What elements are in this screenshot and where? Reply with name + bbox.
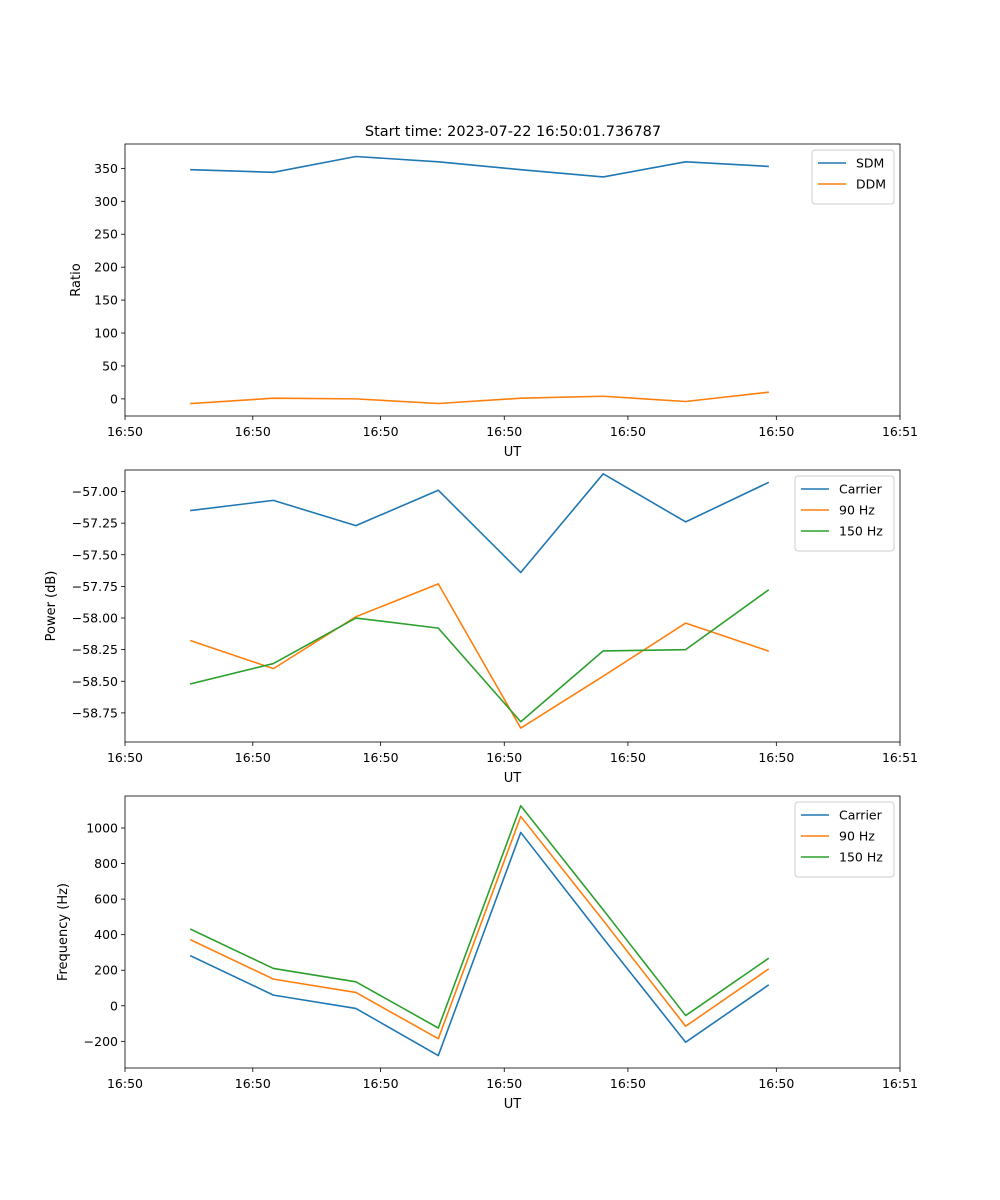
series-line-150-hz: [189, 589, 770, 723]
y-axis-label: Ratio: [69, 263, 84, 296]
series-line-90-hz: [189, 815, 770, 1040]
series-line-ddm: [190, 391, 769, 405]
x-tick-label: 16:50: [486, 750, 522, 765]
y-tick-label: 50: [102, 358, 118, 373]
y-tick-label: 200: [94, 963, 118, 978]
legend-label: Carrier: [839, 808, 883, 823]
x-axis-label: UT: [504, 771, 522, 786]
ratio-panel: 16:50 16:50 16:50 16:50 16:50 16:50 16:51 0 50 10…: [69, 143, 918, 460]
frequency-panel: 16:50 16:50 16:50 16:50 16:50 16:50 16:51 −200 0…: [56, 795, 918, 1112]
y-tick-label: 400: [94, 927, 118, 942]
axes-frame: [124, 469, 901, 743]
y-tick-label: 0: [110, 391, 118, 406]
series-line-90-hz: [189, 583, 770, 729]
legend-box: [794, 475, 895, 552]
y-tick-label: 300: [94, 194, 118, 209]
series-line-150-hz: [189, 804, 770, 1029]
x-tick-label: 16:51: [882, 750, 918, 765]
y-tick-label: 1000: [86, 821, 118, 836]
x-tick-label: 16:50: [363, 750, 399, 765]
x-tick-label: 16:50: [107, 750, 143, 765]
y-axis-label: Power (dB): [44, 571, 59, 642]
legend-label: Carrier: [839, 482, 883, 497]
series-line-carrier: [189, 831, 770, 1057]
x-tick-label: 16:50: [235, 750, 271, 765]
legend-label: 150 Hz: [839, 524, 883, 539]
series-line-sdm: [190, 155, 769, 178]
x-tick-label: 16:50: [610, 750, 646, 765]
x-tick-label: 16:50: [758, 424, 794, 439]
axes-frame: [124, 143, 901, 417]
x-tick-label: 16:50: [758, 750, 794, 765]
series-line-carrier: [190, 472, 770, 574]
x-tick-label: 16:51: [882, 424, 918, 439]
y-tick-label: −200: [84, 1034, 118, 1049]
x-tick-label: 16:50: [610, 1076, 646, 1091]
y-tick-label: 100: [94, 326, 118, 341]
y-tick-label: −57.50: [72, 547, 118, 562]
chart-title: Start time: 2023-07-22 16:50:01.736787: [365, 124, 661, 140]
y-tick-label: 600: [94, 892, 118, 907]
y-axis-label: Frequency (Hz): [56, 883, 71, 981]
y-tick-label: 150: [94, 293, 118, 308]
x-axis-label: UT: [504, 1097, 522, 1112]
x-tick-label: 16:51: [882, 1076, 918, 1091]
y-tick-label: −57.25: [72, 516, 118, 531]
y-tick-label: −57.75: [72, 579, 118, 594]
legend-box: [794, 801, 895, 878]
x-tick-label: 16:50: [363, 1076, 399, 1091]
x-tick-label: 16:50: [107, 1076, 143, 1091]
legend-label: 90 Hz: [839, 829, 875, 844]
x-tick-label: 16:50: [486, 424, 522, 439]
y-tick-label: −58.00: [72, 611, 118, 626]
y-tick-label: −58.50: [72, 674, 118, 689]
legend-label: SDM: [856, 156, 884, 171]
y-tick-label: 0: [110, 998, 118, 1013]
axes-frame: [124, 795, 901, 1069]
x-tick-label: 16:50: [610, 424, 646, 439]
x-axis-label: UT: [504, 445, 522, 460]
x-tick-label: 16:50: [758, 1076, 794, 1091]
legend-label: 150 Hz: [839, 850, 883, 865]
legend-label: DDM: [856, 177, 886, 192]
legend-label: 90 Hz: [839, 503, 875, 518]
y-tick-label: 250: [94, 227, 118, 242]
x-tick-label: 16:50: [107, 424, 143, 439]
y-tick-label: −58.25: [72, 642, 118, 657]
y-tick-label: 350: [94, 161, 118, 176]
x-tick-label: 16:50: [235, 424, 271, 439]
x-tick-label: 16:50: [486, 1076, 522, 1091]
y-tick-label: −58.75: [72, 705, 118, 720]
y-tick-label: −57.00: [72, 484, 118, 499]
power-panel: 16:50 16:50 16:50 16:50 16:50 16:50 16:51 −58.7…: [44, 469, 918, 786]
y-tick-label: 200: [94, 260, 118, 275]
y-tick-label: 800: [94, 856, 118, 871]
x-tick-label: 16:50: [363, 424, 399, 439]
x-tick-label: 16:50: [235, 1076, 271, 1091]
